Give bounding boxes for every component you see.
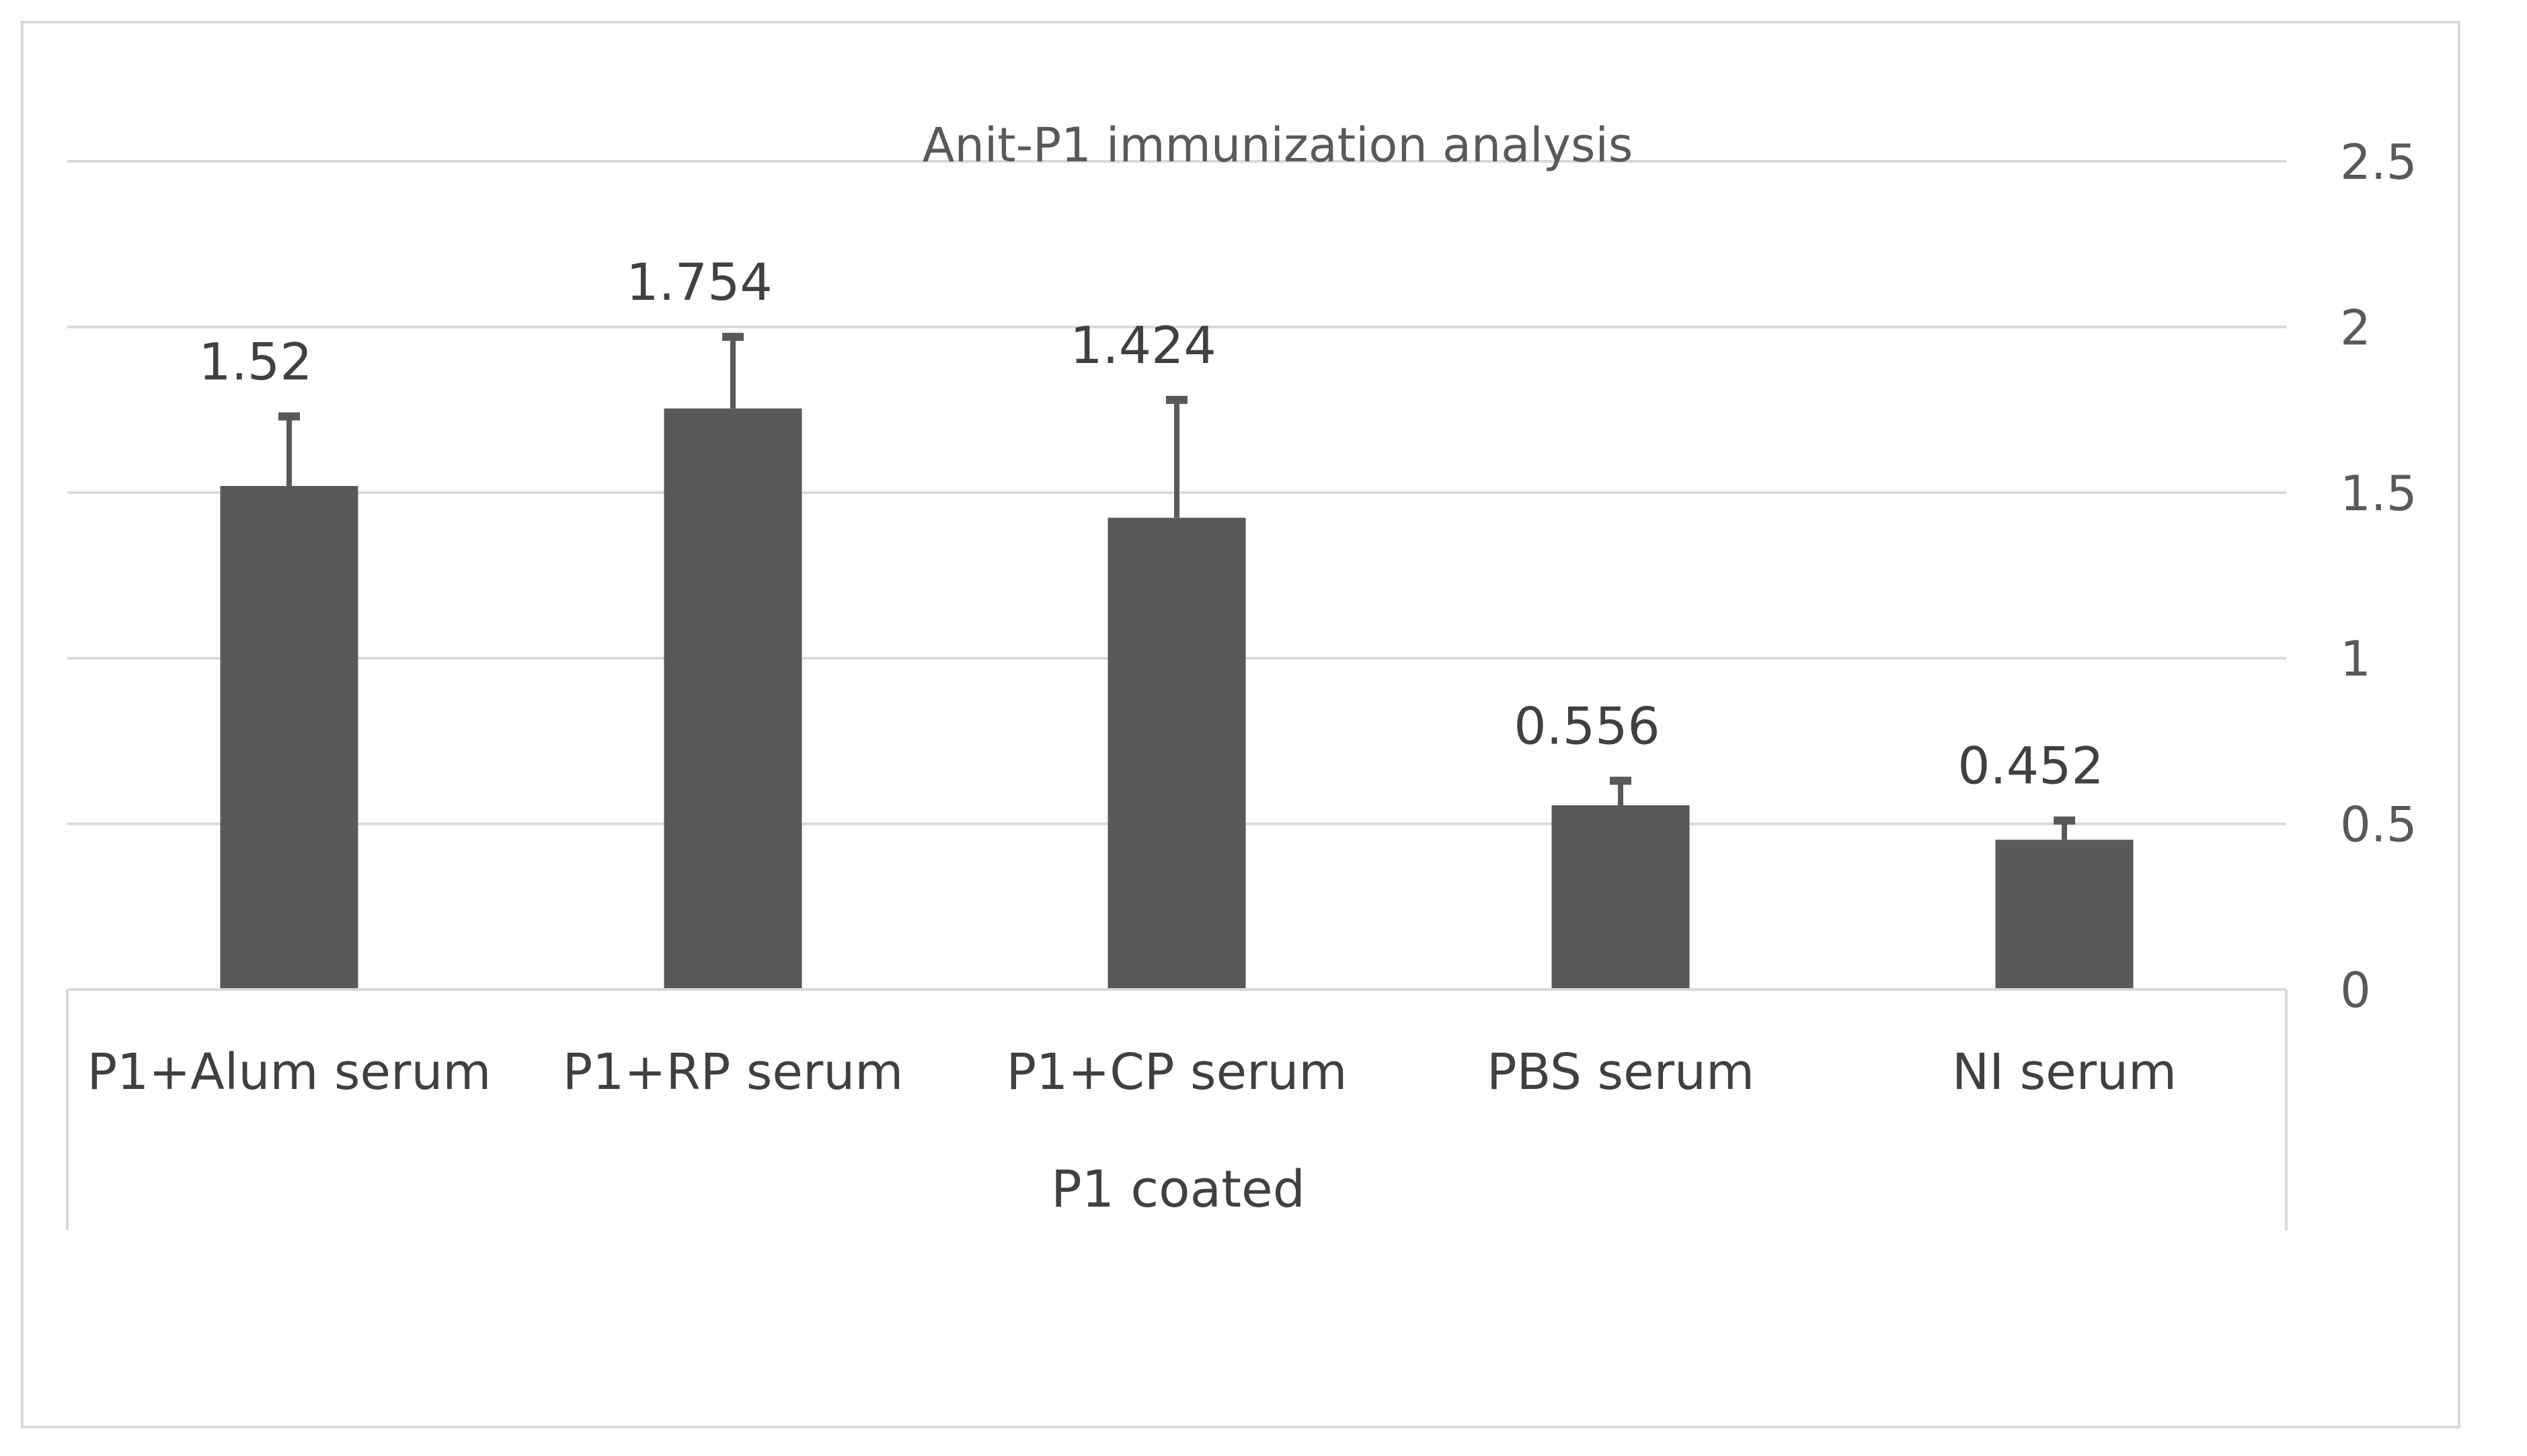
- data-labels: 1.52 1.754 1.424 0.556 0.452: [198, 252, 2103, 795]
- data-label: 0.556: [1514, 696, 1660, 756]
- data-label: 1.52: [198, 331, 312, 391]
- y-tick-label: 2.5: [2340, 134, 2417, 190]
- bars: [220, 408, 2134, 989]
- bar: [664, 408, 802, 989]
- data-label: 0.452: [1957, 736, 2104, 796]
- category-group-label: P1 coated: [1051, 1159, 1305, 1219]
- bar: [1107, 518, 1246, 989]
- y-tick-label: 1.5: [2340, 465, 2417, 522]
- category-label: NI serum: [1952, 1043, 2177, 1101]
- bar: [220, 485, 358, 989]
- y-tick-label: 0: [2340, 962, 2371, 1018]
- chart-title: Anit-P1 immunization analysis: [923, 118, 1633, 173]
- data-label: 1.424: [1070, 315, 1216, 375]
- category-axis: P1+Alum serum P1+RP serum P1+CP serum PBS s…: [66, 988, 2288, 1230]
- category-label: P1+RP serum: [563, 1043, 904, 1101]
- y-tick-label: 0.5: [2340, 797, 2417, 853]
- category-label: P1+CP serum: [1006, 1043, 1347, 1101]
- bar: [1551, 805, 1690, 989]
- y-tick-label: 2: [2340, 299, 2371, 356]
- y-axis-ticks: 0 0.5 1 1.5 2 2.5: [2340, 134, 2417, 1018]
- data-label: 1.754: [626, 252, 773, 312]
- bar: [1995, 840, 2134, 989]
- y-tick-label: 1: [2340, 631, 2371, 687]
- category-label: PBS serum: [1487, 1043, 1754, 1101]
- category-label: P1+Alum serum: [87, 1043, 492, 1101]
- error-bars: [278, 333, 2075, 840]
